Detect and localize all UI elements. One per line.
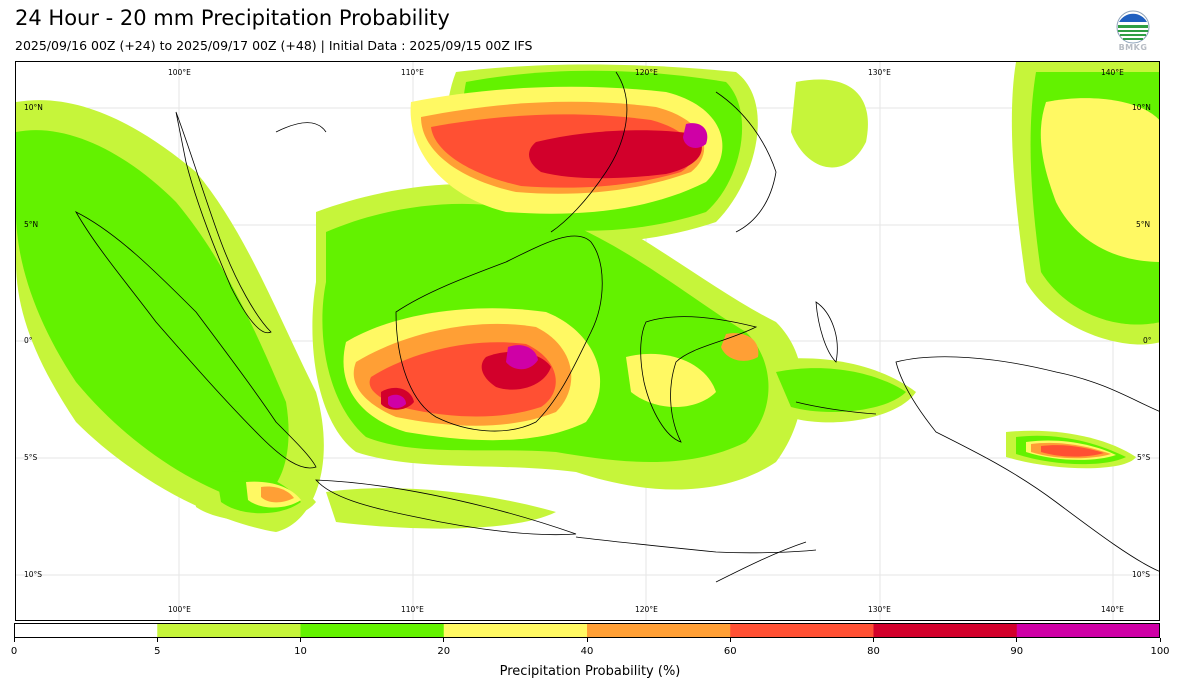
colorbar-segment [873, 623, 1018, 638]
lon-label-bottom: 140°E [1101, 605, 1124, 614]
colorbar-segment [443, 623, 588, 638]
lat-label-left: 10°N [24, 103, 43, 112]
lon-label-bottom: 130°E [868, 605, 891, 614]
lon-label-bottom: 100°E [168, 605, 191, 614]
colorbar [14, 623, 1160, 638]
colorbar-tick-label: 20 [437, 646, 451, 657]
lat-label-left: 5°S [24, 453, 38, 462]
colorbar-border [14, 623, 1160, 638]
precipitation-map: 100°E 110°E 120°E 130°E 140°E 100°E 110°… [15, 61, 1160, 621]
colorbar-tickmark [13, 638, 15, 642]
colorbar-label: Precipitation Probability (%) [499, 664, 681, 679]
lon-label-top: 100°E [168, 68, 191, 77]
colorbar-segment [300, 623, 445, 638]
map-subtitle: 2025/09/16 00Z (+24) to 2025/09/17 00Z (… [15, 38, 533, 53]
lat-label-right: 10°S [1132, 570, 1151, 579]
colorbar-segment [157, 623, 301, 638]
colorbar-tickmark [1159, 638, 1161, 642]
lon-label-bottom: 110°E [401, 605, 424, 614]
colorbar-tick-label: 0 [10, 646, 18, 657]
coastlines [74, 71, 1159, 583]
colorbar-tick-label: 10 [294, 646, 307, 657]
colorbar-tickmark [1016, 638, 1018, 642]
colorbar-segment [587, 623, 731, 638]
lon-label-top: 120°E [635, 68, 658, 77]
colorbar-tick-label: 40 [580, 646, 594, 657]
colorbar-tickmark [873, 638, 874, 642]
colorbar-tick-label: 100 [1150, 646, 1170, 657]
colorbar-tickmark [586, 638, 588, 642]
lat-label-left: 0° [24, 336, 33, 345]
colorbar-tick-label: 80 [867, 646, 880, 657]
logo-text: BMKG [1118, 43, 1148, 52]
lat-label-right: 5°N [1136, 220, 1151, 229]
map-canvas [16, 62, 1159, 620]
lon-label-bottom: 120°E [635, 605, 658, 614]
lat-label-left: 5°N [24, 220, 39, 229]
lon-label-top: 110°E [401, 68, 424, 77]
colorbar-segment [1016, 623, 1160, 638]
colorbar-tickmark [300, 638, 301, 642]
colorbar-tickmark [156, 638, 158, 642]
colorbar-tick-label: 90 [1010, 646, 1024, 657]
bmkg-logo [1116, 10, 1150, 44]
colorbar-tickmark [443, 638, 445, 642]
colorbar-segment [730, 623, 874, 638]
colorbar-tick-label: 5 [154, 646, 161, 657]
lat-label-right: 10°N [1132, 103, 1151, 112]
lat-label-left: 10°S [24, 570, 43, 579]
colorbar-tick-label: 60 [723, 646, 737, 657]
lon-label-top: 130°E [868, 68, 891, 77]
lon-label-top: 140°E [1101, 68, 1124, 77]
colorbar-segment [14, 623, 158, 638]
map-title: 24 Hour - 20 mm Precipitation Probabilit… [15, 6, 450, 30]
probability-field-90-100 [388, 123, 708, 409]
colorbar-tickmark [729, 638, 731, 642]
lat-label-right: 5°S [1137, 453, 1151, 462]
lat-label-right: 0° [1143, 336, 1152, 345]
